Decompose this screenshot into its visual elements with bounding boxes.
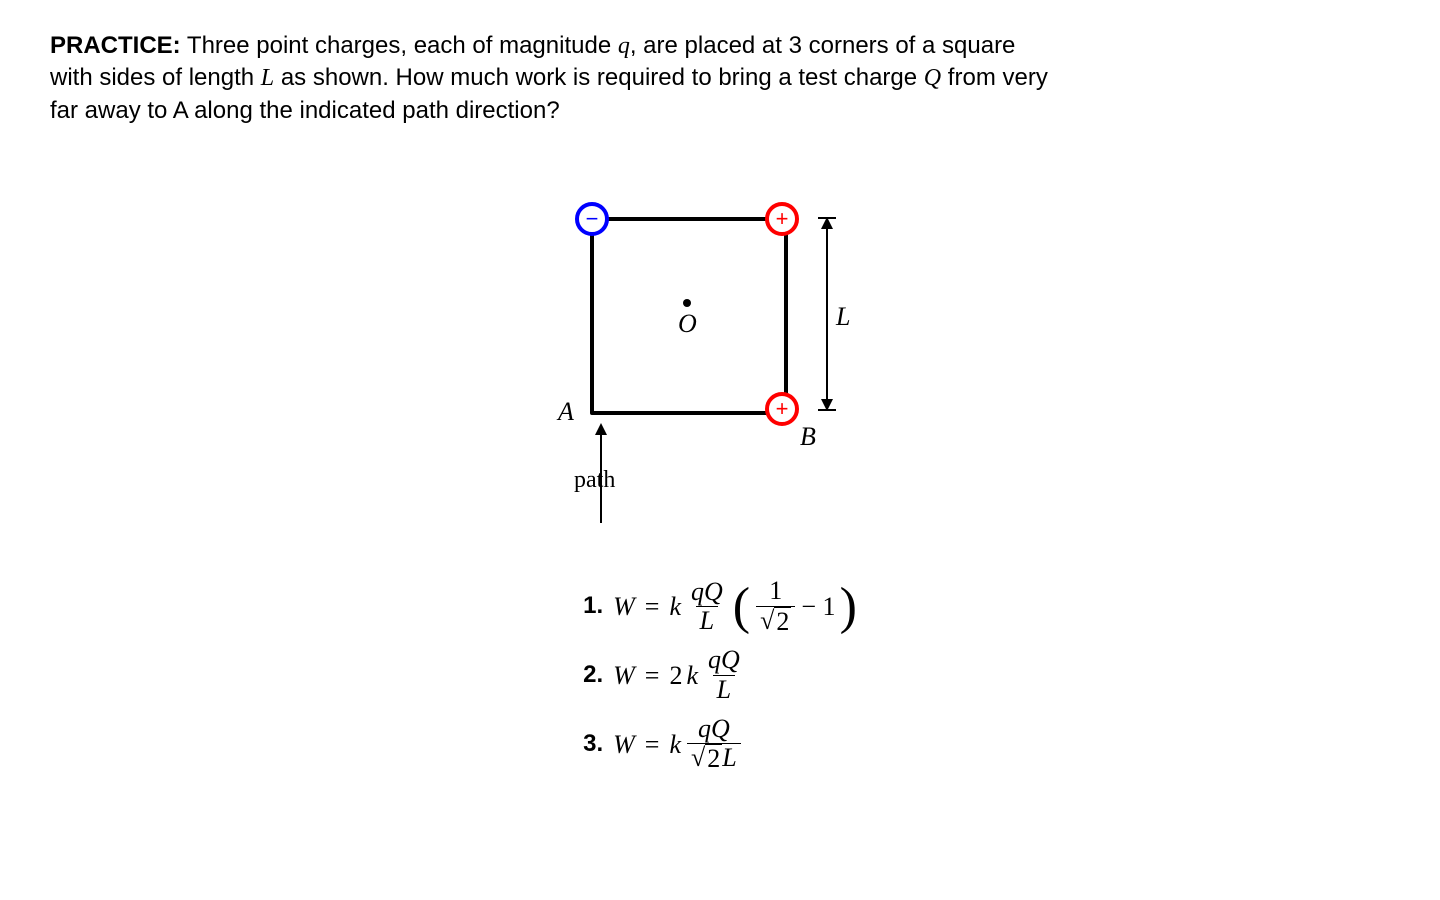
arrow-up-icon [821, 217, 833, 229]
frac-bot: L [713, 675, 735, 705]
minus-sign: − [586, 208, 599, 230]
plus-sign: + [776, 398, 789, 420]
label-B: B [800, 422, 816, 452]
text-1: Three point charges, each of magnitude [181, 32, 618, 59]
label-A: A [558, 397, 574, 427]
sqrt2: 2 [774, 607, 791, 637]
answer-1-num: 1. [583, 592, 603, 621]
label-path: path [574, 467, 615, 494]
answer-1: 1. W= k qQ L ( 1 √2 − 1 ) [583, 577, 857, 636]
var-L: L [261, 65, 274, 91]
charge-neg-top-left: − [575, 202, 609, 236]
answer-choices: 1. W= k qQ L ( 1 √2 − 1 ) 2. [583, 567, 857, 784]
charge-pos-bottom-right: + [765, 392, 799, 426]
label-L: L [836, 302, 850, 332]
var-Q: Q [924, 65, 941, 91]
inner-top: 1 [765, 577, 786, 606]
sqrt2b: 2 [705, 744, 722, 774]
diagram: O − + + A B L path [550, 207, 890, 557]
answer-3: 3. W= k qQ √2L [583, 715, 857, 774]
dim-line-L [826, 225, 828, 407]
frac-top: qQ [694, 715, 734, 744]
frac-bot: L [696, 606, 718, 636]
path-arrow-icon [595, 423, 607, 435]
problem-statement: PRACTICE: Three point charges, each of m… [50, 30, 1050, 127]
text-3: as shown. How much work is required to b… [274, 64, 924, 91]
practice-label: PRACTICE: [50, 32, 181, 59]
after-sqrt: L [722, 743, 736, 772]
frac-top: qQ [687, 578, 727, 607]
tail: − 1 [801, 591, 835, 622]
charge-pos-top-right: + [765, 202, 799, 236]
var-q: q [618, 33, 630, 59]
answer-2-num: 2. [583, 661, 603, 690]
frac-top: qQ [704, 646, 744, 675]
answer-3-num: 3. [583, 730, 603, 759]
plus-sign: + [776, 208, 789, 230]
answer-2: 2. W= 2k qQ L [583, 646, 857, 704]
label-O: O [678, 309, 697, 339]
dim-cap-bottom [818, 409, 836, 411]
dim-cap-top [818, 217, 836, 219]
